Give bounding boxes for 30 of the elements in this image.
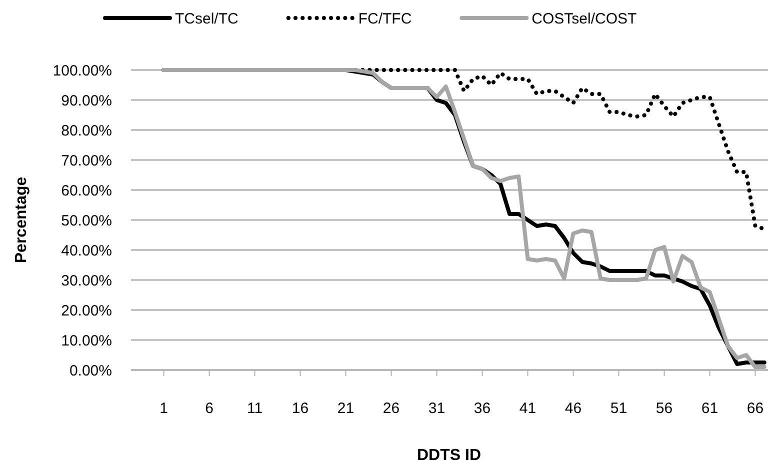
y-tick-label: 90.00%: [61, 92, 112, 110]
x-tick-label: 66: [746, 400, 764, 417]
y-tick-label: 60.00%: [61, 182, 112, 200]
y-tick-label: 100.00%: [52, 62, 112, 80]
y-tick-label: 30.00%: [61, 272, 112, 290]
legend-label: COSTsel/COST: [532, 10, 637, 28]
y-tick-label: 40.00%: [61, 242, 112, 260]
y-tick-label: 80.00%: [61, 122, 112, 140]
x-tick-label: 51: [610, 400, 628, 417]
x-tick-label: 1: [160, 400, 168, 417]
x-tick-label: 16: [292, 400, 309, 417]
y-tick-label: 20.00%: [61, 302, 112, 320]
x-tick-label: 46: [564, 400, 582, 417]
x-tick-label: 6: [205, 400, 214, 417]
x-tick-label: 31: [428, 400, 446, 417]
x-tick-label: 36: [474, 400, 491, 417]
legend-label: FC/TFC: [358, 10, 412, 28]
y-tick-label: 70.00%: [61, 152, 112, 170]
legend-label: TCsel/TC: [175, 10, 238, 28]
y-tick-label: 10.00%: [61, 332, 112, 350]
y-tick-label: 0.00%: [69, 362, 112, 380]
x-tick-label: 56: [656, 400, 673, 417]
x-tick-label: 11: [246, 400, 263, 417]
x-tick-label: 41: [519, 400, 536, 417]
y-axis-title: Percentage: [13, 176, 30, 264]
x-tick-label: 21: [337, 400, 354, 417]
x-tick-label: 26: [382, 400, 400, 417]
y-tick-label: 50.00%: [61, 212, 112, 230]
x-axis-title: DDTS ID: [417, 447, 481, 464]
x-tick-label: 61: [701, 400, 718, 417]
